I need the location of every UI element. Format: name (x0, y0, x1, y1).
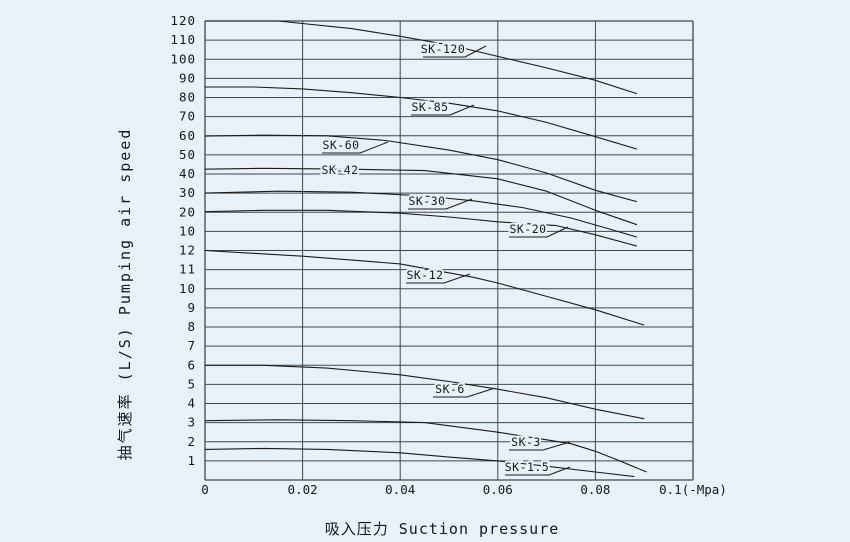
curve-label-leader-sk-12 (443, 273, 471, 284)
curve-label-sk-42: SK-42 (321, 163, 358, 177)
curve-label-sk-30: SK-30 (408, 194, 445, 208)
curve-sk-3 (204, 419, 647, 473)
curve-label-leader-sk-60 (359, 141, 389, 154)
y-tick-label: 3 (187, 415, 196, 430)
y-tick-label: 40 (179, 166, 196, 181)
curve-sk-30 (204, 190, 638, 238)
curve-label-sk-12: SK-12 (406, 268, 443, 282)
y-tick-label: 50 (179, 147, 196, 162)
curve-sk-6 (205, 364, 645, 420)
curve-label-sk-60: SK-60 (322, 138, 359, 152)
curve-label-sk-3: SK-3 (511, 435, 541, 449)
x-tick-label: 0.06 (483, 482, 513, 497)
y-tick-label: 7 (187, 338, 196, 353)
y-tick-label: 120 (170, 13, 196, 28)
y-tick-label: 8 (187, 319, 196, 334)
curve-label-sk-85: SK-85 (411, 100, 448, 114)
curve-sk-42 (204, 167, 638, 226)
curve-label-leader-sk-120 (464, 45, 487, 58)
y-tick-label: 5 (187, 376, 196, 391)
x-tick-label: 0.02 (288, 482, 318, 497)
x-tick-label: 0.08 (580, 482, 610, 497)
y-tick-label: 100 (170, 51, 196, 66)
curve-label-leader-sk-3 (542, 441, 571, 451)
curve-sk-120 (205, 20, 638, 95)
x-tick-label: 0 (201, 482, 209, 497)
y-tick-label: 9 (187, 300, 196, 315)
x-tick-label: 0.1(-Mpa) (659, 482, 727, 497)
curve-label-sk-20: SK-20 (509, 222, 546, 236)
curve-sk-20 (204, 209, 638, 247)
y-tick-label: 11 (179, 262, 196, 277)
curve-label-sk-1.5: SK-1.5 (505, 460, 550, 474)
y-tick-label: 2 (187, 434, 196, 449)
y-tick-label: 6 (187, 357, 196, 372)
curve-label-sk-120: SK-120 (421, 42, 466, 56)
curve-label-leader-sk-30 (445, 198, 473, 210)
y-tick-label: 1 (187, 453, 196, 468)
y-tick-label: 110 (170, 32, 196, 47)
curve-label-leader-sk-1.5 (548, 466, 571, 476)
y-tick-label: 30 (179, 185, 196, 200)
curve-label-leader-sk-20 (546, 226, 569, 238)
curve-label-leader-sk-85 (449, 104, 475, 116)
curve-label-leader-sk-6 (466, 387, 496, 398)
curve-label-sk-6: SK-6 (435, 382, 465, 396)
y-tick-label: 12 (179, 243, 196, 258)
y-tick-label: 60 (179, 128, 196, 143)
y-tick-label: 90 (179, 70, 196, 85)
y-tick-label: 10 (179, 223, 196, 238)
y-axis-title: 抽气速率 (L/S) Pumping air speed (116, 127, 134, 461)
curve-sk-60 (204, 134, 638, 203)
y-tick-label: 80 (179, 90, 196, 105)
curve-sk-12 (204, 249, 645, 326)
x-axis-title: 吸入压力 Suction pressure (324, 520, 560, 538)
curve-sk-85 (205, 86, 638, 150)
y-tick-label: 10 (179, 281, 196, 296)
y-tick-label: 4 (187, 396, 196, 411)
curve-sk-1.5 (204, 447, 635, 478)
y-tick-label: 70 (179, 109, 196, 124)
y-tick-label: 20 (179, 204, 196, 219)
x-tick-label: 0.04 (385, 482, 415, 497)
